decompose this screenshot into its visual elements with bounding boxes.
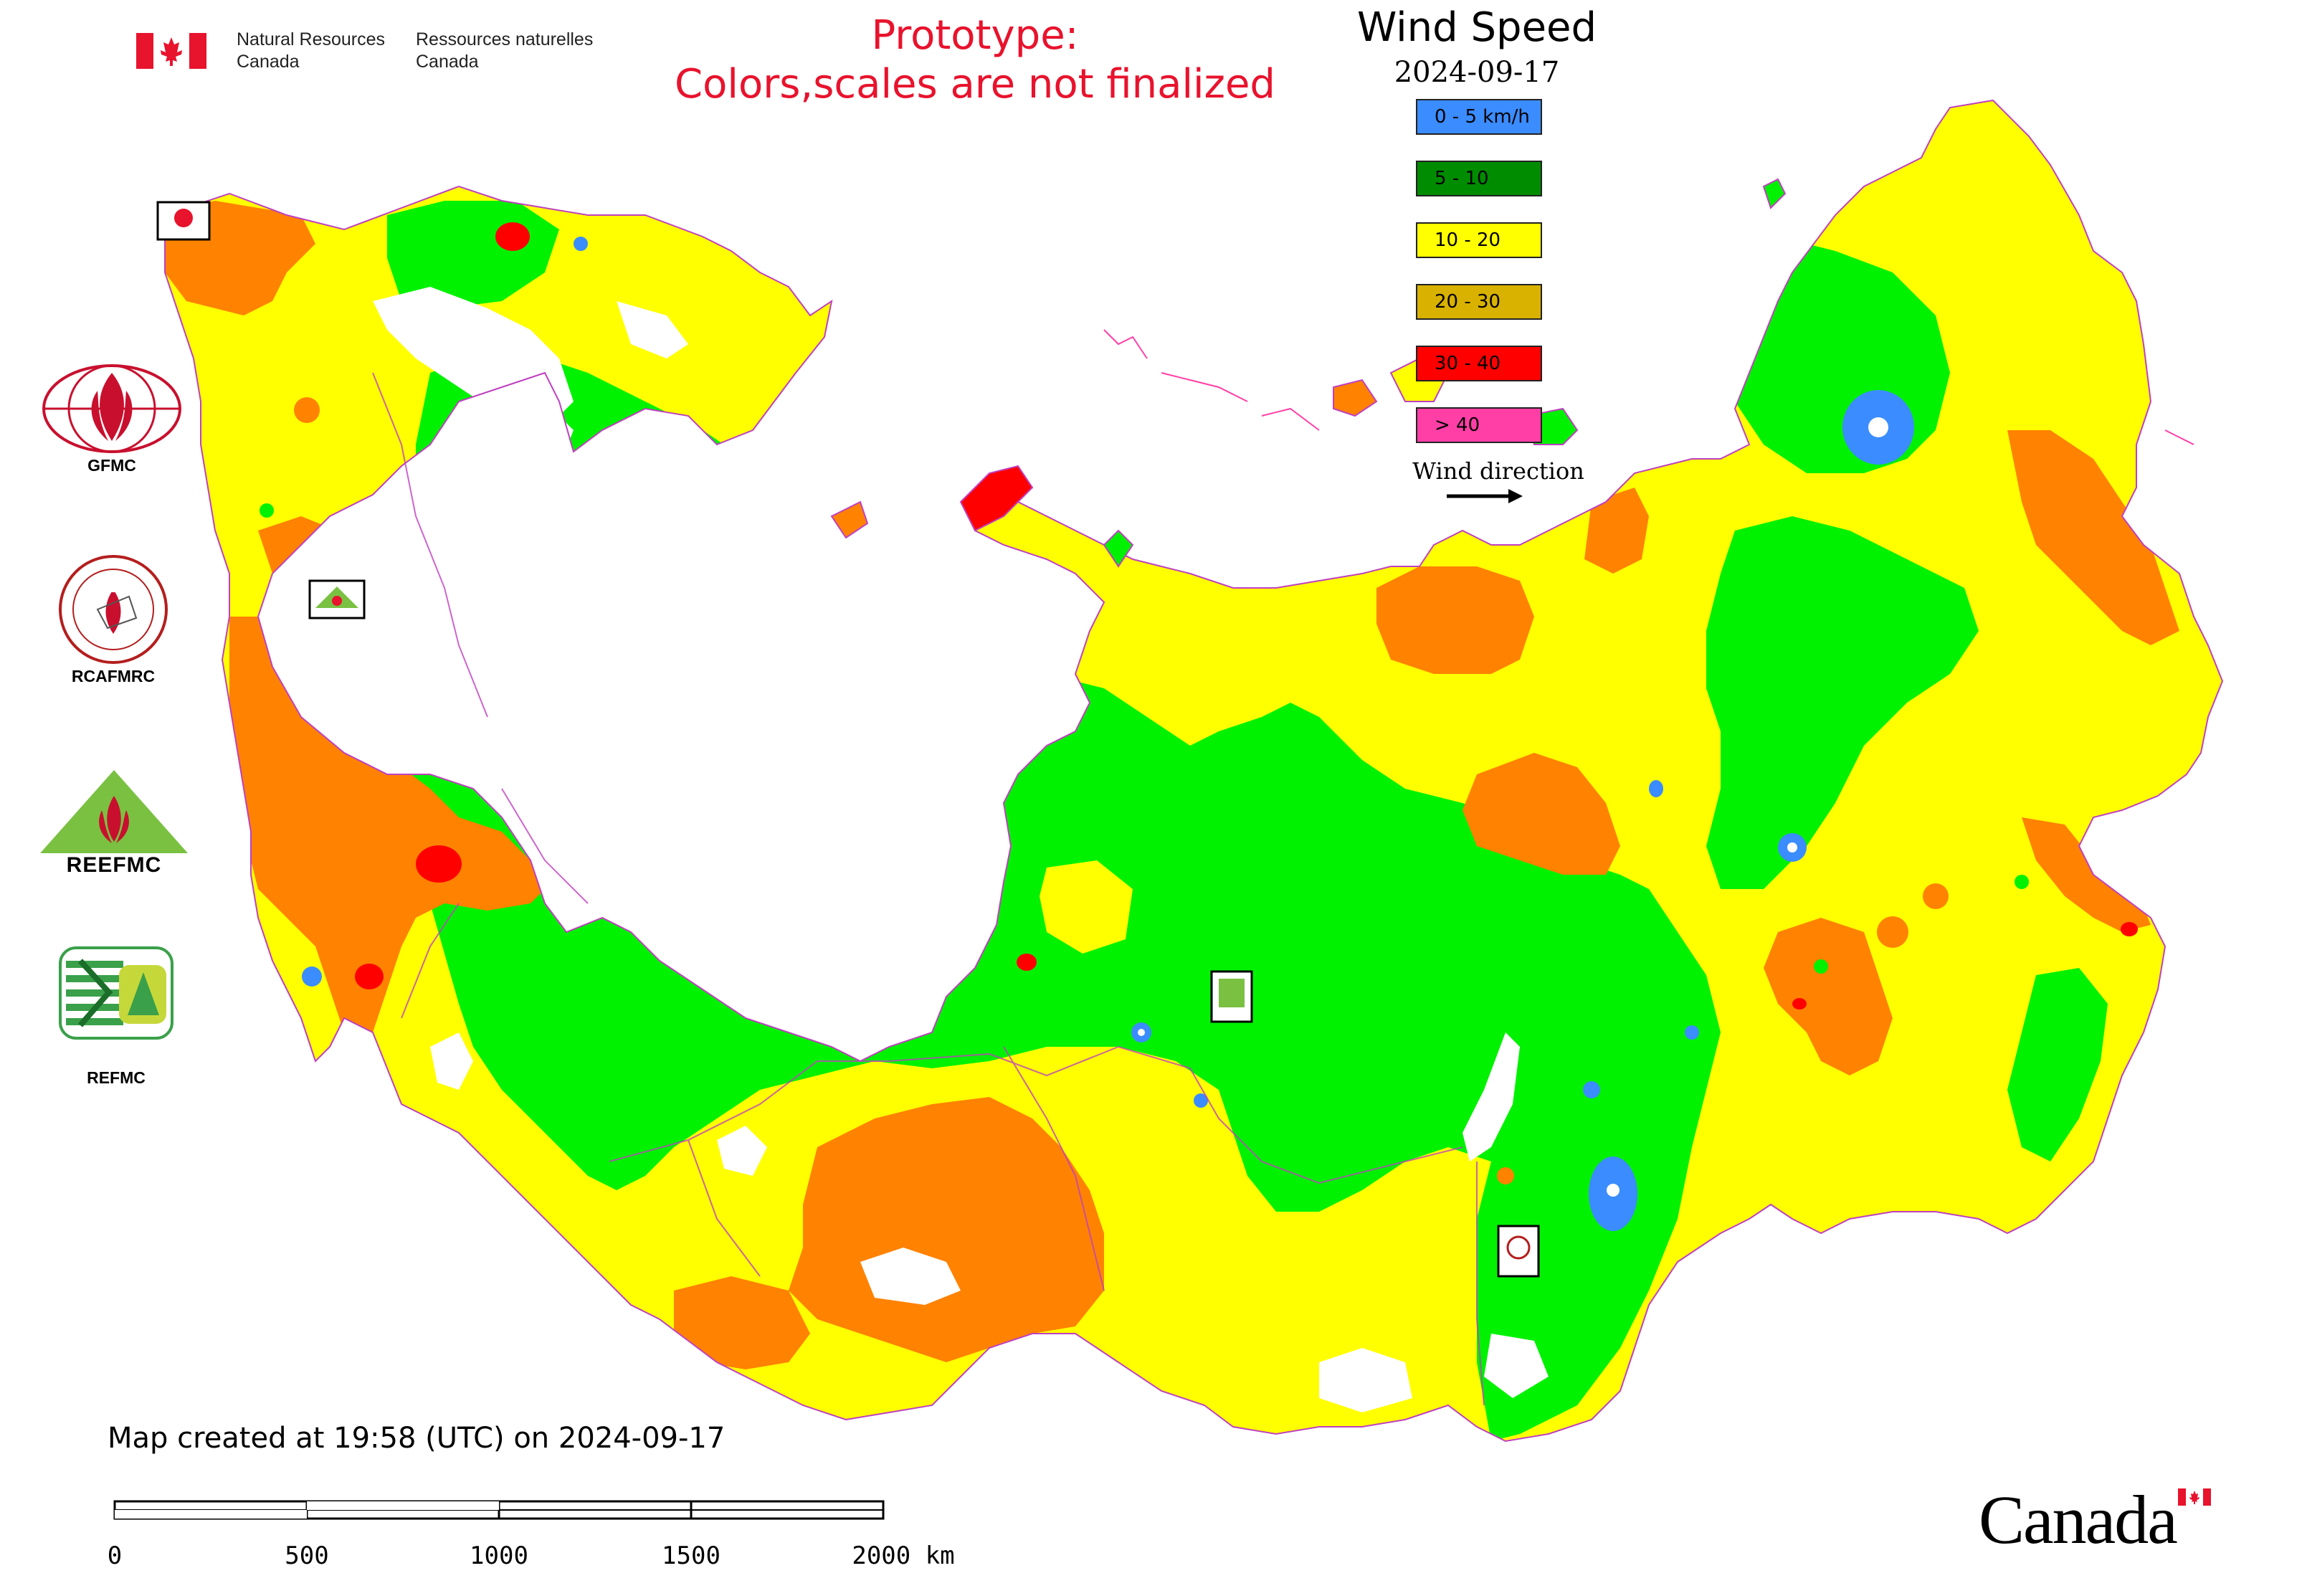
rcafmrc-logo-icon <box>59 555 168 664</box>
nrcan-signature: Natural Resources Canada Ressources natu… <box>136 29 602 79</box>
scale-tick-2000: 2000 km <box>852 1542 955 1570</box>
legend-title: Wind Speed <box>1356 4 1597 51</box>
gfmc-logo-icon <box>42 364 181 453</box>
canada-wordmark: Canada <box>1979 1484 2222 1563</box>
canada-flag-icon <box>136 33 206 69</box>
wind-direction-label: Wind direction <box>1412 457 1584 485</box>
reefmc-logo-icon: REEFMC <box>40 770 188 875</box>
nrcan-french-label: Ressources naturelles Canada <box>416 29 594 72</box>
prototype-line-2: Colors,scales are not finalized <box>675 61 1275 108</box>
scale-bar-graphic <box>113 1500 885 1520</box>
canada-wordmark-text: Canada <box>1979 1481 2178 1558</box>
scale-tick-500: 500 <box>285 1542 329 1570</box>
legend-item-0-5: 0 - 5 km/h <box>1416 99 1542 135</box>
legend-item-over-40: > 40 <box>1416 407 1542 443</box>
refmc-label: REFMC <box>87 1068 146 1087</box>
wind-direction-arrow-icon <box>1447 489 1523 503</box>
canada-wordmark-flag-icon <box>2178 1488 2211 1506</box>
gfmc-label: GFMC <box>87 456 136 475</box>
rcafmrc-label: RCAFMRC <box>71 667 156 685</box>
legend-item-5-10: 5 - 10 <box>1416 161 1542 196</box>
prototype-line-1: Prototype: <box>871 12 1079 59</box>
refmc-logo-icon <box>59 946 173 1040</box>
legend-item-30-40: 30 - 40 <box>1416 346 1542 381</box>
scale-tick-1500: 1500 <box>662 1542 720 1570</box>
scale-tick-1000: 1000 <box>470 1542 528 1570</box>
nrcan-english-label: Natural Resources Canada <box>237 29 386 72</box>
map-created-timestamp: Map created at 19:58 (UTC) on 2024-09-17 <box>108 1422 726 1455</box>
legend-date: 2024-09-17 <box>1394 56 1560 89</box>
svg-text:REEFMC: REEFMC <box>67 853 162 875</box>
scale-tick-0: 0 <box>107 1542 123 1570</box>
scale-bar: 0 500 1000 1500 2000 km <box>100 1498 961 1585</box>
legend-item-10-20: 10 - 20 <box>1416 222 1542 258</box>
legend-item-20-30: 20 - 30 <box>1416 284 1542 320</box>
prototype-notice: Prototype: Colors,scales are not finaliz… <box>631 11 1319 109</box>
